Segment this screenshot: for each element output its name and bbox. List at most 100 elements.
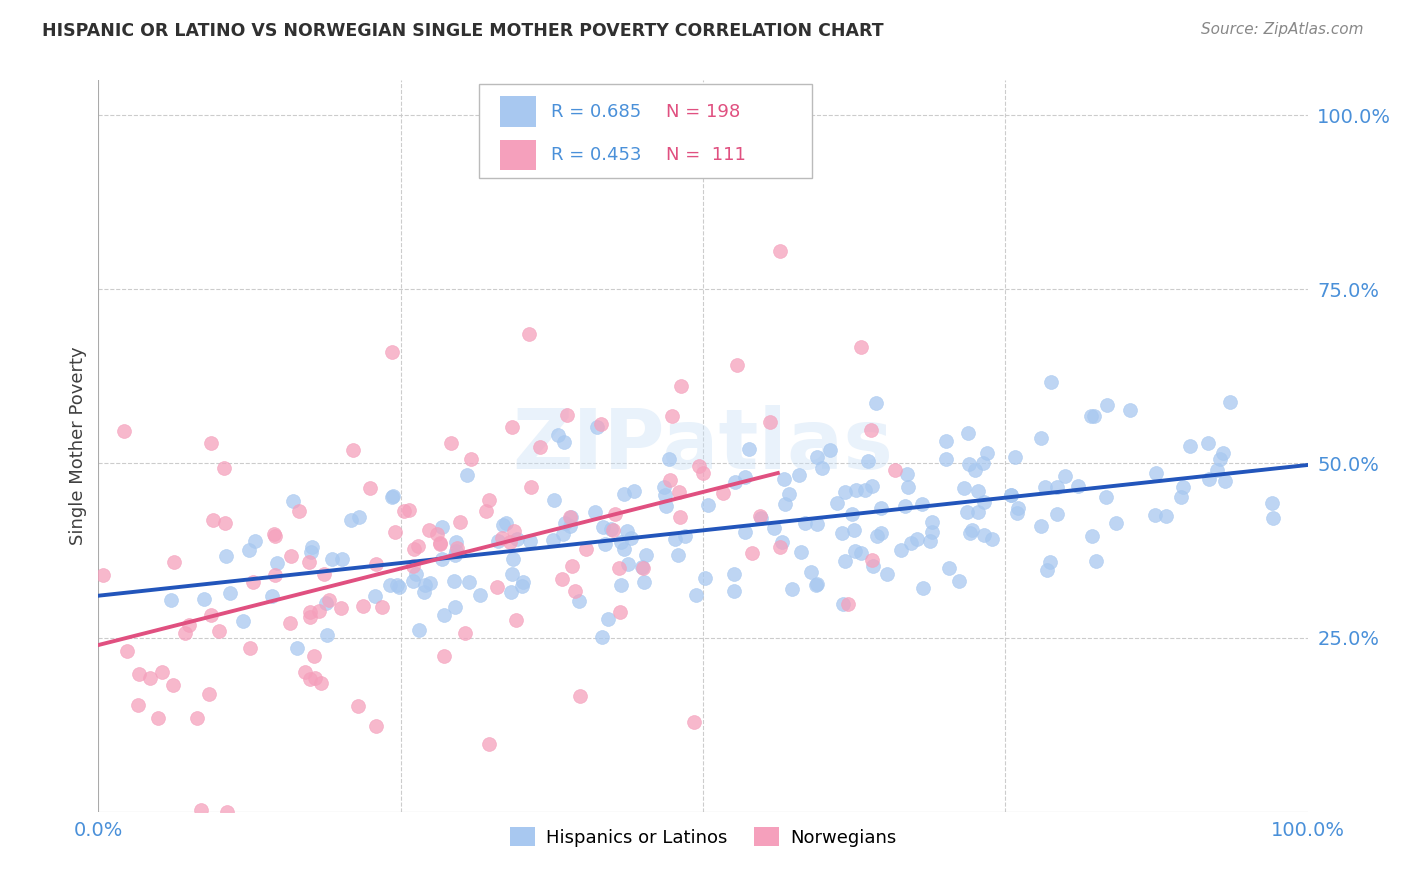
Point — [512, 574, 534, 589]
Point — [162, 678, 184, 692]
Point — [298, 555, 321, 569]
Point — [551, 527, 574, 541]
Point — [853, 483, 876, 497]
Point — [505, 532, 527, 546]
Point — [200, 436, 222, 450]
Point — [749, 508, 772, 523]
Point — [433, 607, 456, 622]
Point — [834, 485, 856, 500]
Point — [1209, 451, 1232, 466]
Point — [366, 719, 388, 733]
Point — [242, 574, 264, 589]
Point — [485, 581, 508, 595]
Point — [959, 525, 981, 540]
Point — [302, 648, 325, 663]
Point — [860, 553, 883, 567]
Point — [202, 513, 225, 527]
Point — [1040, 375, 1063, 389]
Point — [1212, 446, 1234, 460]
Point — [495, 516, 517, 531]
Point — [519, 533, 541, 548]
Point — [179, 618, 201, 632]
Point — [285, 640, 308, 655]
Point — [1198, 472, 1220, 486]
Text: R = 0.685: R = 0.685 — [551, 103, 641, 120]
Point — [520, 480, 543, 494]
Point — [215, 805, 238, 819]
Point — [208, 624, 231, 638]
Point — [198, 687, 221, 701]
Point — [280, 549, 302, 563]
Point — [349, 510, 371, 524]
Point — [631, 560, 654, 574]
Point — [550, 572, 572, 586]
Point — [789, 545, 811, 559]
Point — [433, 648, 456, 663]
Point — [609, 605, 631, 619]
Point — [976, 446, 998, 460]
Point — [114, 425, 136, 439]
Point — [973, 528, 995, 542]
Point — [631, 561, 654, 575]
Point — [419, 576, 441, 591]
Point — [342, 443, 364, 458]
Point — [583, 505, 606, 519]
Point — [669, 379, 692, 393]
Point — [832, 597, 855, 611]
Point — [443, 574, 465, 588]
Point — [160, 592, 183, 607]
Point — [1213, 475, 1236, 489]
Point — [152, 665, 174, 679]
Point — [911, 581, 934, 595]
Point — [890, 542, 912, 557]
Point — [444, 544, 467, 558]
Point — [692, 467, 714, 481]
Point — [956, 505, 979, 519]
Point — [610, 578, 633, 592]
Point — [652, 480, 675, 494]
Text: ZIPatlas: ZIPatlas — [513, 406, 893, 486]
Point — [806, 517, 828, 532]
Point — [321, 552, 343, 566]
Point — [1005, 506, 1028, 520]
Point — [1219, 395, 1241, 409]
Point — [668, 485, 690, 500]
Point — [897, 480, 920, 494]
Point — [688, 459, 710, 474]
Point — [658, 473, 681, 487]
Point — [963, 463, 986, 477]
Point — [664, 532, 686, 546]
Point — [385, 578, 408, 592]
Point — [948, 574, 970, 588]
Point — [841, 507, 863, 521]
Point — [957, 457, 980, 471]
Point — [633, 574, 655, 589]
Point — [711, 485, 734, 500]
Point — [215, 549, 238, 563]
Point — [560, 510, 582, 524]
Point — [510, 579, 533, 593]
Point — [1081, 529, 1104, 543]
Point — [1170, 491, 1192, 505]
Text: R = 0.453: R = 0.453 — [551, 146, 641, 164]
Point — [263, 568, 285, 582]
Point — [806, 576, 828, 591]
Point — [586, 420, 609, 434]
Text: HISPANIC OR LATINO VS NORWEGIAN SINGLE MOTHER POVERTY CORRELATION CHART: HISPANIC OR LATINO VS NORWEGIAN SINGLE M… — [42, 22, 884, 40]
Point — [501, 585, 523, 599]
Text: Source: ZipAtlas.com: Source: ZipAtlas.com — [1201, 22, 1364, 37]
Point — [723, 583, 745, 598]
Point — [547, 428, 569, 442]
Point — [486, 534, 509, 549]
Point — [811, 461, 834, 475]
Point — [340, 512, 363, 526]
Point — [366, 557, 388, 571]
Point — [636, 548, 658, 562]
Point — [758, 416, 780, 430]
Point — [402, 559, 425, 574]
Point — [1261, 496, 1284, 510]
Point — [315, 628, 337, 642]
Point — [953, 481, 976, 495]
Point — [1046, 508, 1069, 522]
Point — [793, 516, 815, 530]
